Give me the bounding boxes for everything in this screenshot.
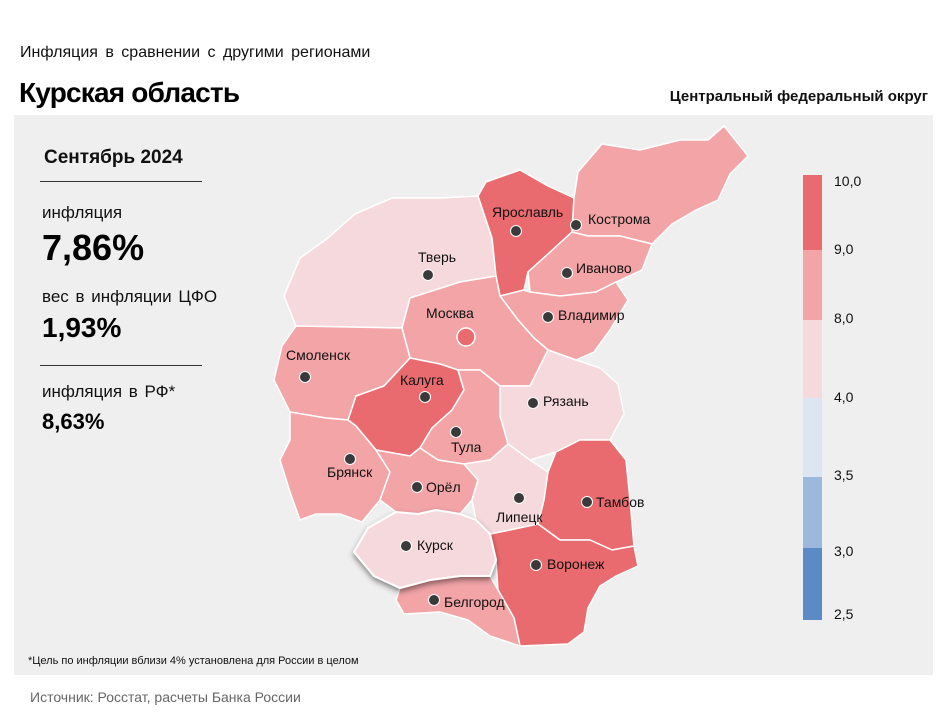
city-marker [530, 559, 542, 571]
inflation-label: инфляция [42, 203, 123, 222]
city-label: Рязань [543, 393, 589, 409]
legend-swatch [803, 548, 822, 620]
city-marker [428, 594, 440, 606]
legend-tick-label: 10,0 [834, 173, 861, 189]
source-note: Источник: Росстат, расчеты Банка России [30, 689, 301, 705]
supertitle: Инфляция в сравнении с другими регионами [20, 44, 371, 61]
legend-tick-label: 4,0 [834, 389, 854, 405]
city-label: Липецк [496, 509, 543, 525]
region-kursk[interactable] [353, 509, 497, 589]
city-marker [510, 225, 522, 237]
city-marker [456, 327, 476, 347]
legend-tick-label: 3,0 [834, 543, 854, 559]
city-label: Кострома [588, 211, 651, 227]
russia-inflation-value: 8,63% [42, 409, 105, 434]
district-label: Центральный федеральный округ [669, 88, 928, 105]
city-marker [527, 397, 539, 409]
legend-swatch [803, 250, 822, 320]
city-marker [581, 496, 593, 508]
period-label: Сентябрь 2024 [44, 147, 183, 168]
city-marker [570, 219, 582, 231]
region-orel[interactable] [375, 447, 479, 515]
city-marker [561, 267, 573, 279]
legend-swatch [803, 320, 822, 398]
footnote: *Цель по инфляции вблизи 4% установлена … [28, 655, 359, 667]
city-label: Смоленск [286, 347, 351, 363]
city-marker [411, 481, 423, 493]
legend-swatch [803, 477, 822, 548]
region-bryansk[interactable] [279, 411, 391, 523]
city-marker [513, 492, 525, 504]
legend-tick-label: 9,0 [834, 241, 854, 257]
legend-tick-label: 3,5 [834, 467, 854, 483]
weight-value: 1,93% [42, 312, 122, 343]
russia-inflation-label: инфляция в РФ* [42, 382, 176, 401]
legend-swatch [803, 175, 822, 250]
city-label: Орёл [426, 479, 461, 495]
inflation-value: 7,86% [42, 227, 145, 268]
city-label: Тамбов [596, 494, 644, 510]
city-label: Тверь [418, 249, 456, 265]
city-label: Москва [426, 305, 474, 321]
region-ivanovo[interactable] [527, 231, 653, 297]
city-label: Ярославль [492, 204, 563, 220]
city-marker [542, 311, 554, 323]
divider [40, 181, 202, 182]
city-label: Иваново [576, 260, 632, 276]
city-label: Белгород [444, 594, 505, 610]
legend-swatch [803, 398, 822, 477]
city-label: Тула [451, 439, 482, 455]
legend-tick-label: 8,0 [834, 310, 854, 326]
city-label: Владимир [558, 307, 625, 323]
city-marker [400, 540, 412, 552]
city-label: Брянск [327, 464, 373, 480]
city-marker [299, 371, 311, 383]
city-label: Калуга [400, 372, 444, 388]
legend-tick-label: 2,5 [834, 606, 854, 622]
page-title: Курская область [19, 77, 240, 108]
legend: 10,0 9,0 8,0 4,0 3,5 3,0 2,5 [803, 173, 861, 622]
city-label: Курск [417, 537, 454, 553]
divider [40, 365, 202, 366]
city-label: Воронеж [547, 556, 605, 572]
city-marker [450, 426, 462, 438]
city-marker [344, 453, 356, 465]
city-marker [419, 391, 431, 403]
city-marker [422, 269, 434, 281]
weight-label: вес в инфляции ЦФО [42, 287, 218, 306]
